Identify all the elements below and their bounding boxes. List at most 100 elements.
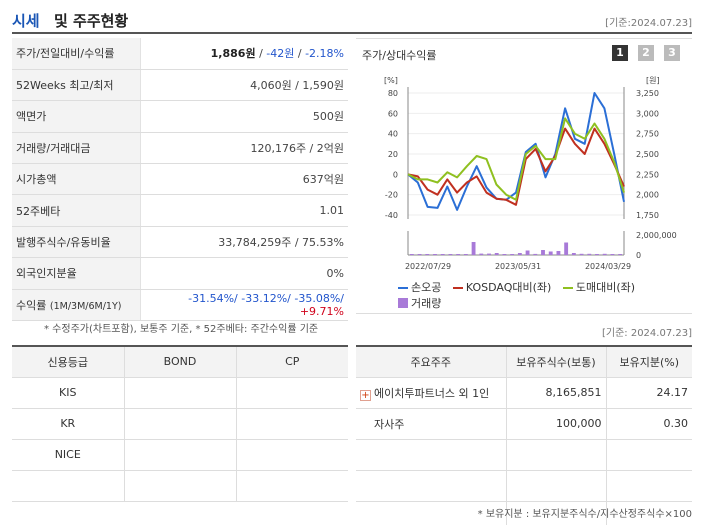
info-label: 수익률 (1M/3M/6M/1Y) (12, 289, 141, 322)
x-tick-label: 2023/05/31 (495, 262, 541, 271)
table-cell (236, 470, 348, 502)
column-header: 주요주주 (356, 346, 507, 378)
legend-swatch (562, 287, 573, 289)
table-cell (236, 377, 348, 409)
shares-cell (506, 501, 607, 525)
chart-page-1-button[interactable]: 1 (612, 45, 628, 61)
volume-bar (448, 254, 453, 255)
volume-bar (618, 254, 623, 255)
y-left-tick-label: -20 (385, 191, 398, 200)
y-left-tick-label: 60 (388, 109, 398, 118)
info-footnote: * 수정주가(차트포함), 보통주 기준, * 52주베타: 주간수익률 기준 (44, 324, 319, 335)
volume-bar (479, 253, 484, 255)
legend-item: 거래량 (398, 295, 441, 311)
holder-footnote: * 보유지분 : 보유지분주식수/지수산정주식수×100 (477, 509, 692, 520)
info-value: 1,886원 / -42원 / -2.18% (140, 38, 348, 70)
pct-cell (606, 501, 692, 525)
info-label: 52Weeks 최고/최저 (12, 69, 141, 102)
shareholder-name: 에이치투파트너스 외 1인 (374, 386, 490, 400)
volume-bar (409, 254, 414, 255)
info-row: 거래량/거래대금 120,176주 / 2억원 (12, 132, 348, 165)
volume-bar (425, 254, 430, 255)
volume-bar (417, 254, 422, 255)
x-tick-label: 2022/07/29 (405, 262, 451, 271)
table-row (356, 439, 692, 471)
volume-bar (510, 254, 515, 255)
credit-rating-table: 신용등급 BOND CP KIS KR NICE (12, 345, 348, 502)
shares-cell (506, 470, 607, 502)
table-row: KIS (12, 377, 348, 409)
returns-label-sub: (1M/3M/6M/1Y) (49, 300, 122, 312)
base-date: [기준:2024.07.23] (605, 18, 692, 29)
column-header: CP (236, 346, 348, 378)
y-left-tick-label: 80 (388, 89, 398, 98)
volume-bar (456, 254, 461, 255)
volume-tick-label: 0 (636, 251, 641, 260)
chart-page-2-button[interactable]: 2 (638, 45, 654, 61)
volume-bar (602, 253, 607, 255)
shareholder-name: 자사주 (356, 408, 507, 440)
volume-bar (556, 251, 561, 255)
x-tick-label: 2024/03/29 (585, 262, 631, 271)
price-chart: [%] [원] 80 3,250 60 3,000 40 2,750 20 2,500 0 2,250… (384, 76, 677, 271)
price-value: 1,886원 (210, 47, 256, 61)
table-row: NICE (12, 439, 348, 471)
y-left-tick-label: -40 (385, 211, 398, 220)
left-axis-unit: [%] (384, 76, 398, 85)
info-row: 52Weeks 최고/최저 4,060원 / 1,590원 (12, 69, 348, 102)
table-cell: KR (12, 408, 125, 440)
legend-swatch (398, 298, 408, 308)
pct-cell (606, 439, 692, 471)
info-row: 발행주식수/유동비율 33,784,259주 / 75.53% (12, 226, 348, 259)
volume-bar (525, 250, 530, 255)
legend-label: 손오공 (411, 281, 442, 294)
volume-bar (579, 253, 584, 255)
expand-icon[interactable]: + (360, 389, 371, 401)
table-cell (124, 470, 237, 502)
volume-bar (587, 253, 592, 255)
chart-title: 주가/상대수익률 (362, 49, 437, 62)
return-1y: +9.71% (299, 304, 344, 318)
y-right-tick-label: 2,750 (636, 130, 659, 139)
table-header-row: 주요주주 보유주식수(보통) 보유지분(%) (356, 346, 692, 378)
info-row: 액면가 500원 (12, 100, 348, 133)
rate-value: -2.18% (305, 47, 344, 61)
info-label: 외국인지분율 (12, 257, 141, 290)
table-row (12, 470, 348, 502)
y-left-tick-label: 0 (393, 170, 398, 179)
shareholder-name (356, 439, 507, 471)
info-row: 시가총액 637억원 (12, 163, 348, 196)
info-row: 52주베타 1.01 (12, 194, 348, 227)
table-row: + 에이치투파트너스 외 1인 8,165,851 24.17 (356, 377, 692, 409)
volume-bar (517, 253, 522, 255)
column-header: 보유주식수(보통) (506, 346, 607, 378)
table-cell (12, 470, 125, 502)
shares-cell: 8,165,851 (506, 377, 607, 409)
y-right-tick-label: 2,000 (636, 191, 659, 200)
shareholder-name (356, 501, 507, 525)
shares-cell (506, 439, 607, 471)
return-3m: -33.12%/ (241, 291, 291, 305)
volume-bar (487, 253, 491, 255)
volume-bar (571, 253, 576, 255)
table-row (356, 470, 692, 502)
table-cell (124, 377, 237, 409)
info-row-returns: 수익률 (1M/3M/6M/1Y) -31.54%/ -33.12%/ -35.… (12, 289, 348, 322)
info-value: 120,176주 / 2억원 (140, 132, 348, 165)
chart-legend: 손오공 KOSDAQ대비(좌) 도매대비(좌) 거래량 (398, 279, 688, 311)
return-1m: -31.54%/ (188, 291, 238, 305)
volume-bar (440, 254, 445, 255)
legend-item: 도매대비(좌) (562, 279, 636, 295)
info-label: 시가총액 (12, 163, 141, 196)
shareholder-name (356, 470, 507, 502)
chart-page-3-button[interactable]: 3 (664, 45, 680, 61)
shareholder-name-cell: + 에이치투파트너스 외 1인 (356, 377, 507, 409)
table-cell: NICE (12, 439, 125, 471)
major-shareholders-table: 주요주주 보유주식수(보통) 보유지분(%) + 에이치투파트너스 외 1인 8,… (356, 345, 692, 525)
info-label: 액면가 (12, 100, 141, 133)
info-value: -31.54%/ -33.12%/ -35.08%/ +9.71% (140, 289, 348, 322)
y-left-tick-label: 20 (388, 150, 398, 159)
legend-label: 도매대비(좌) (575, 281, 636, 294)
volume-bar (494, 253, 499, 255)
volume-bar (564, 242, 569, 255)
